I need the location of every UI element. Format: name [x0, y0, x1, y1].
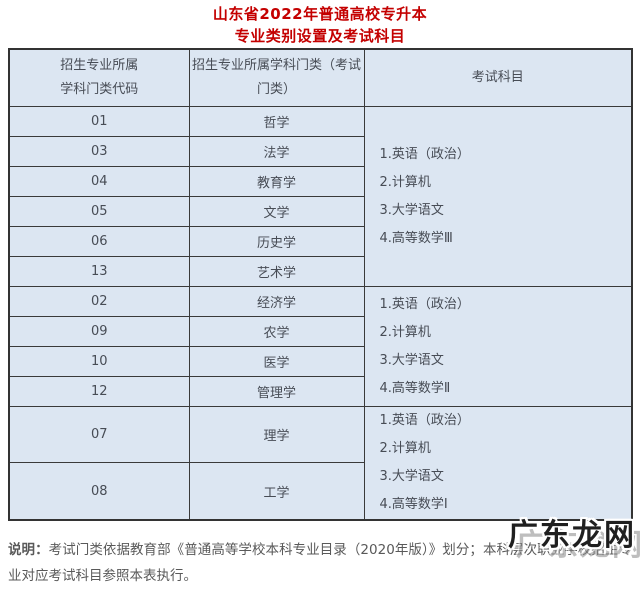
- subjects-cell: 1.英语（政治） 2.计算机 3.大学语文 4.高等数学Ⅱ: [363, 286, 633, 407]
- table-row: 08 工学: [8, 462, 632, 521]
- category-cell: 工学: [188, 462, 365, 521]
- code-cell: 07: [8, 405, 190, 464]
- header-code: 招生专业所属 学科门类代码: [8, 48, 190, 107]
- subject-line: 2.计算机: [379, 174, 431, 190]
- category-cell: 农学: [188, 316, 365, 347]
- subject-line: 4.高等数学Ⅱ: [379, 380, 451, 396]
- category-cell: 哲学: [188, 106, 365, 137]
- header-subjects: 考试科目: [363, 48, 633, 107]
- code-cell: 12: [8, 376, 190, 407]
- subject-line: 3.大学语文: [379, 202, 444, 218]
- table-row: 05 文学: [8, 196, 632, 227]
- category-cell: 管理学: [188, 376, 365, 407]
- exam-subjects-table: 招生专业所属 学科门类代码 招生专业所属学科门类（考试 门类） 考试科目 01 …: [8, 48, 633, 521]
- code-cell: 09: [8, 316, 190, 347]
- category-cell: 历史学: [188, 226, 365, 257]
- subject-line: 3.大学语文: [379, 469, 444, 484]
- code-cell: 05: [8, 196, 190, 227]
- table-row: 13 艺术学: [8, 256, 632, 287]
- code-cell: 04: [8, 166, 190, 197]
- subject-line: 4.高等数学Ⅲ: [379, 230, 453, 246]
- table-row: 02 经济学 1.英语（政治） 2.计算机 3.大学语文 4.高等数学Ⅱ: [8, 286, 633, 407]
- subject-line: 2.计算机: [379, 441, 431, 456]
- table-row: 07 理学 1.英语（政治） 2.计算机 3.大学语文 4.高等数学Ⅰ: [8, 405, 633, 521]
- category-cell: 艺术学: [188, 256, 365, 287]
- table-row: 06 历史学: [8, 226, 632, 257]
- category-cell: 文学: [188, 196, 365, 227]
- subject-line: 1.英语（政治）: [379, 413, 470, 428]
- code-cell: 01: [8, 106, 190, 137]
- category-cell: 经济学: [188, 286, 365, 317]
- subject-line: 2.计算机: [379, 324, 431, 340]
- page-title: 山东省2022年普通高校专升本: [212, 5, 428, 23]
- subjects-cell: 1.英语（政治） 2.计算机 3.大学语文 4.高等数学Ⅲ: [363, 106, 633, 287]
- page-subtitle: 专业类别设置及考试科目: [234, 27, 406, 45]
- code-cell: 03: [8, 136, 190, 167]
- category-cell: 理学: [188, 405, 365, 464]
- subject-line: 1.英语（政治）: [379, 146, 470, 162]
- subject-line: 1.英语（政治）: [379, 296, 470, 312]
- code-cell: 06: [8, 226, 190, 257]
- code-cell: 02: [8, 286, 190, 317]
- category-cell: 法学: [188, 136, 365, 167]
- footnote: 说明：考试门类依据教育部《普通高等学校本科专业目录（2020年版）》划分；本科层…: [8, 537, 632, 589]
- category-cell: 医学: [188, 346, 365, 377]
- code-cell: 08: [8, 462, 190, 521]
- subject-line: 3.大学语文: [379, 352, 444, 368]
- footnote-label: 说明：: [8, 542, 49, 558]
- category-cell: 教育学: [188, 166, 365, 197]
- code-cell: 13: [8, 256, 190, 287]
- table-row: 01 哲学 1.英语（政治） 2.计算机 3.大学语文 4.高等数学Ⅲ: [8, 106, 633, 287]
- code-cell: 10: [8, 346, 190, 377]
- table-header-row: 招生专业所属 学科门类代码 招生专业所属学科门类（考试 门类） 考试科目: [8, 48, 633, 107]
- subjects-cell: 1.英语（政治） 2.计算机 3.大学语文 4.高等数学Ⅰ: [363, 406, 633, 521]
- subject-line: 4.高等数学Ⅰ: [379, 497, 448, 512]
- table-row: 12 管理学: [8, 376, 632, 407]
- header-category: 招生专业所属学科门类（考试 门类）: [188, 48, 365, 107]
- footnote-text: 考试门类依据教育部《普通高等学校本科专业目录（2020年版）》划分；本科层次职业…: [8, 542, 633, 584]
- table-row: 09 农学: [8, 316, 632, 347]
- table-row: 10 医学: [8, 346, 632, 377]
- page: { "title": "山东省2022年普通高校专升本", "subtitle"…: [0, 5, 640, 584]
- table-row: 03 法学: [8, 136, 632, 167]
